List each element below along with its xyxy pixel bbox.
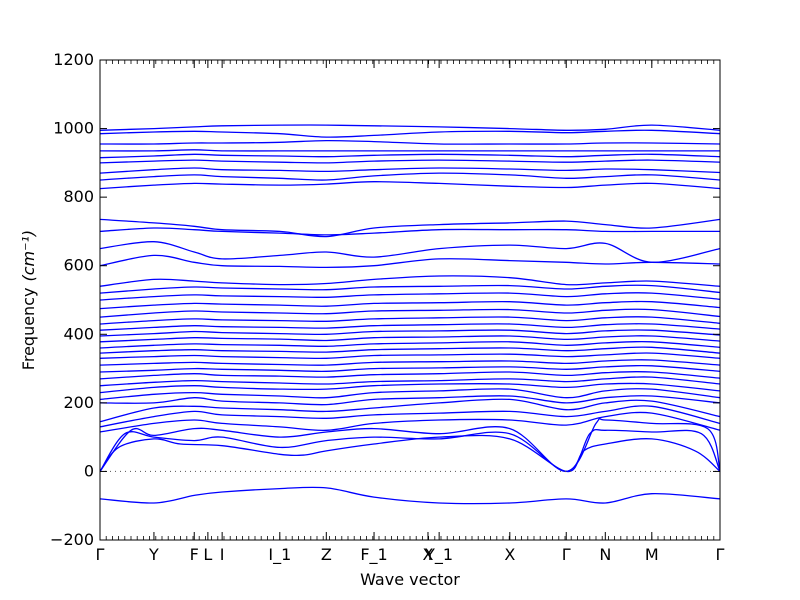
band-line-19 — [99, 329, 721, 337]
x-tick-label: X — [422, 545, 433, 564]
y-tick-label: −200 — [50, 530, 94, 549]
x-tick-label: I — [220, 545, 225, 564]
band-line-14 — [99, 359, 721, 366]
band-line-17 — [99, 340, 721, 349]
x-axis-label: Wave vector — [360, 570, 460, 589]
band-line-21 — [99, 316, 721, 325]
band-line-32 — [99, 172, 721, 181]
y-tick-label: 800 — [63, 187, 94, 206]
band-line-31 — [99, 181, 721, 190]
y-tick-label: 400 — [63, 324, 94, 343]
band-line-26 — [99, 275, 721, 287]
band-line-11 — [99, 376, 721, 387]
x-tick-label: L — [203, 545, 212, 564]
y-tick-label: 200 — [63, 393, 94, 412]
y-tick-label: 0 — [84, 461, 94, 480]
band-line-35 — [99, 153, 721, 159]
band-line-33 — [99, 167, 721, 174]
band-line-37 — [99, 139, 721, 145]
band-line-1 — [99, 486, 721, 505]
band-line-24 — [99, 292, 721, 301]
x-tick-label: N — [599, 545, 611, 564]
x-tick-label: F — [190, 545, 199, 564]
band-line-22 — [99, 308, 721, 318]
y-axis-label: Frequency (cm⁻¹) — [19, 230, 38, 370]
band-line-9 — [99, 388, 721, 401]
band-line-39 — [99, 124, 721, 131]
band-line-34 — [99, 159, 721, 164]
x-tick-label: M — [645, 545, 659, 564]
band-line-18 — [99, 335, 721, 343]
band-line-36 — [99, 149, 720, 152]
band-line-38 — [99, 129, 721, 138]
x-tick-label: Z — [321, 545, 332, 564]
y-axis-unit: (cm⁻¹) — [19, 230, 38, 282]
band-line-30 — [99, 218, 721, 238]
band-line-10 — [99, 382, 721, 394]
band-line-12 — [99, 370, 721, 380]
band-line-25 — [99, 284, 721, 294]
band-line-15 — [99, 352, 721, 360]
x-tick-label: X — [504, 545, 515, 564]
band-line-3 — [99, 428, 721, 473]
x-tick-label: F_1 — [360, 545, 387, 565]
band-line-29 — [99, 227, 720, 236]
band-line-6 — [99, 405, 721, 428]
y-tick-label: 1200 — [53, 50, 94, 69]
x-tick-label: I_1 — [268, 545, 291, 565]
plot-frame — [99, 59, 721, 541]
band-line-23 — [99, 300, 721, 310]
band-line-27 — [99, 254, 721, 269]
band-line-4 — [99, 417, 721, 473]
y-axis-label-text: Frequency — [19, 288, 38, 371]
y-tick-label: 600 — [63, 256, 94, 275]
band-line-16 — [99, 346, 721, 354]
band-line-5 — [99, 411, 721, 433]
band-line-2 — [99, 434, 721, 473]
y-tick-label: 1000 — [53, 119, 94, 138]
band-line-8 — [99, 395, 721, 406]
band-lines — [99, 124, 721, 505]
x-tick-label: Γ — [716, 545, 725, 564]
x-tick-label: Γ — [562, 545, 571, 564]
axis-ticks — [99, 59, 721, 541]
band-line-7 — [99, 398, 721, 423]
x-tick-label: Y — [148, 545, 159, 564]
x-tick-label: Γ — [96, 545, 105, 564]
x-tick-label: Y_1 — [424, 545, 453, 565]
band-line-28 — [99, 241, 721, 263]
band-line-13 — [99, 364, 721, 373]
band-line-20 — [99, 323, 721, 331]
